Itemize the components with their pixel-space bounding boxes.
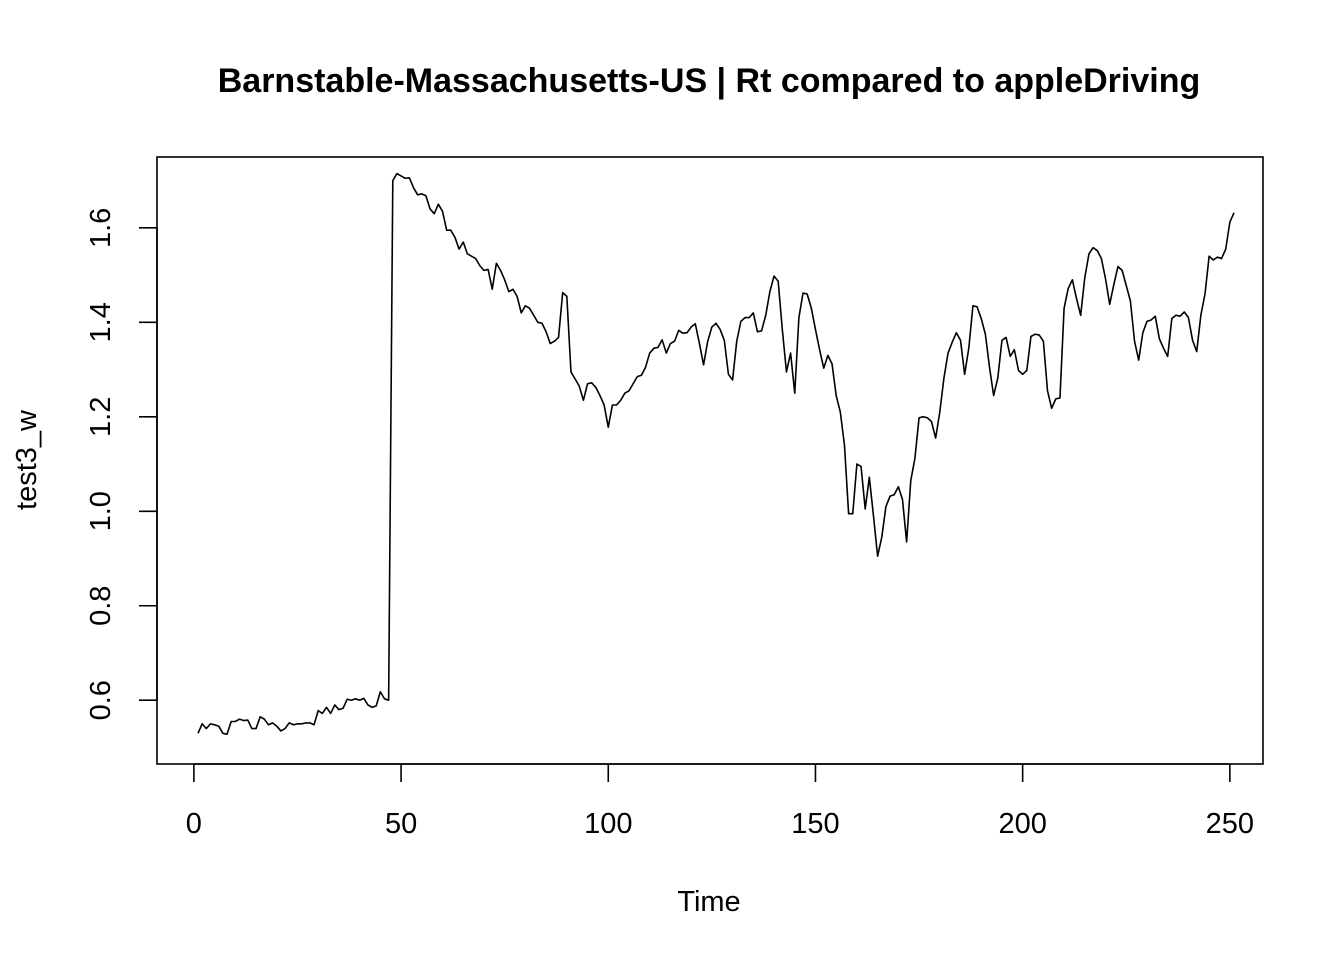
y-tick-label: 0.8	[85, 586, 117, 626]
y-tick-label: 1.4	[85, 302, 117, 342]
y-tick-label: 1.2	[85, 397, 117, 437]
y-tick-label: 1.6	[85, 208, 117, 248]
x-axis: 0 50 100 150 200 250	[186, 763, 1254, 840]
series-layer	[197, 172, 1235, 736]
y-tick-label: 1.0	[85, 491, 117, 531]
series-line	[197, 172, 1235, 736]
x-tick-label: 100	[584, 808, 632, 840]
x-tick-label: 50	[385, 808, 417, 840]
plot-frame	[156, 156, 1264, 765]
x-axis-label: Time	[677, 886, 740, 918]
y-axis-label: test3_w	[11, 409, 43, 510]
y-tick-label: 0.6	[85, 680, 117, 720]
x-tick-label: 250	[1206, 808, 1254, 840]
x-tick-label: 0	[186, 808, 202, 840]
y-axis: 0.6 0.8 1.0 1.2 1.4 1.6	[85, 208, 158, 720]
x-tick-label: 150	[791, 808, 839, 840]
chart-title: Barnstable-Massachusetts-US | Rt compare…	[218, 62, 1201, 100]
x-tick-label: 200	[998, 808, 1046, 840]
